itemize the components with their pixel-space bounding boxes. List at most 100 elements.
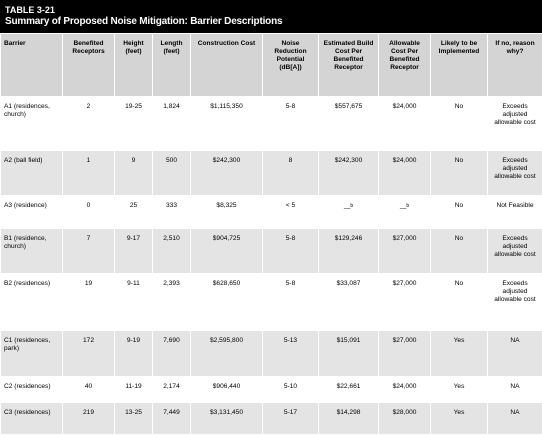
cell: Exceeds adjusted allowable cost xyxy=(487,228,542,274)
header-cell: If no, reason why? xyxy=(487,33,542,97)
cell: $3,131,450 xyxy=(190,402,263,435)
cell: No xyxy=(430,96,488,151)
cell: 25 xyxy=(114,195,153,229)
cell: NA xyxy=(487,402,542,435)
cell: $28,000 xyxy=(378,402,431,435)
cell: 8 xyxy=(262,150,319,196)
cell: 5-8 xyxy=(262,228,319,274)
cell: Exceeds adjusted allowable cost xyxy=(487,150,542,196)
header-cell: Allowable Cost Per Benefited Receptor xyxy=(378,33,431,97)
header-row: Barrier Benefited Receptors Height (feet) L… xyxy=(0,33,542,97)
cell: 7,690 xyxy=(152,330,191,377)
cell: $2,595,800 xyxy=(190,330,263,377)
cell: $242,300 xyxy=(190,150,263,196)
cell: 19-25 xyxy=(114,96,153,151)
cell-text: — xyxy=(399,205,407,213)
cell: 333 xyxy=(152,195,191,229)
cell: 9-17 xyxy=(114,228,153,274)
cell: 2 xyxy=(62,96,115,151)
cell: 500 xyxy=(152,150,191,196)
cell: $24,000 xyxy=(378,150,431,196)
cell: $628,650 xyxy=(190,273,263,331)
cell: $15,091 xyxy=(318,330,379,377)
cell: 5-17 xyxy=(262,402,319,435)
header-cell: Likely to be Implemented xyxy=(430,33,488,97)
cell: 9 xyxy=(114,150,153,196)
table-label: TABLE 3-21 xyxy=(5,5,55,15)
cell: 2,174 xyxy=(152,376,191,403)
cell: 19 xyxy=(62,273,115,331)
table-caption: Summary of Proposed Noise Mitigation: Ba… xyxy=(5,16,283,27)
cell: 11-19 xyxy=(114,376,153,403)
cell: Yes xyxy=(430,376,488,403)
cell: —b xyxy=(378,195,431,229)
header-cell: Length (feet) xyxy=(152,33,191,97)
cell: 1 xyxy=(62,150,115,196)
cell: $27,000 xyxy=(378,273,431,331)
header-cell: Estimated Build Cost Per Benefited Recep… xyxy=(318,33,379,97)
cell: —b xyxy=(318,195,379,229)
row: C1 (residences, park) 172 9-19 7,690 $2,595,… xyxy=(0,330,542,377)
cell: NA xyxy=(487,376,542,403)
cell: 5-8 xyxy=(262,273,319,331)
cell: NA xyxy=(487,330,542,377)
cell: Exceeds adjusted allowable cost xyxy=(487,273,542,331)
row: A2 (ball field) 1 9 500 $242,300 8 $242,300 $24… xyxy=(0,150,542,196)
row: C3 (residences) 219 13-25 7,449 $3,131,450 5-… xyxy=(0,402,542,435)
cell: 219 xyxy=(62,402,115,435)
cell: A2 (ball field) xyxy=(0,150,63,196)
cell: No xyxy=(430,228,488,274)
footnote: b xyxy=(406,203,410,209)
cell: $904,725 xyxy=(190,228,263,274)
cell: $27,000 xyxy=(378,330,431,377)
header-cell: Barrier xyxy=(0,33,63,97)
cell: 1,824 xyxy=(152,96,191,151)
cell: 0 xyxy=(62,195,115,229)
row: B1 (residence, church) 7 9-17 2,510 $904,725… xyxy=(0,228,542,274)
row: A3 (residence) 0 25 333 $8,325 < 5 —b —b No Not F… xyxy=(0,195,542,229)
cell: 5-13 xyxy=(262,330,319,377)
row: B2 (residences) 19 9-11 2,393 $628,650 5-8 $33… xyxy=(0,273,542,331)
cell: No xyxy=(430,150,488,196)
cell-text: — xyxy=(343,205,351,213)
cell: $906,440 xyxy=(190,376,263,403)
cell: 2,393 xyxy=(152,273,191,331)
cell: $557,675 xyxy=(318,96,379,151)
cell: 2,510 xyxy=(152,228,191,274)
cell: 172 xyxy=(62,330,115,377)
table: Barrier Benefited Receptors Height (feet) L… xyxy=(0,33,542,435)
cell: C3 (residences) xyxy=(0,402,63,435)
cell: A1 (residences, church) xyxy=(0,96,63,151)
cell: $129,246 xyxy=(318,228,379,274)
header-cell: Noise Reduction Potential (dB[A]) xyxy=(262,33,319,97)
cell: 9-19 xyxy=(114,330,153,377)
row: C2 (residences) 40 11-19 2,174 $906,440 5-10 $… xyxy=(0,376,542,403)
cell: $1,115,350 xyxy=(190,96,263,151)
cell: C1 (residences, park) xyxy=(0,330,63,377)
footnote: b xyxy=(350,203,354,209)
cell: $22,661 xyxy=(318,376,379,403)
cell: Yes xyxy=(430,330,488,377)
cell: B1 (residence, church) xyxy=(0,228,63,274)
cell: Yes xyxy=(430,402,488,435)
cell: 5-8 xyxy=(262,96,319,151)
cell: 7 xyxy=(62,228,115,274)
row: A1 (residences, church) 2 19-25 1,824 $1,115… xyxy=(0,96,542,151)
cell: $242,300 xyxy=(318,150,379,196)
cell: $14,298 xyxy=(318,402,379,435)
cell: 13-25 xyxy=(114,402,153,435)
cell: Not Feasible xyxy=(487,195,542,229)
cell: No xyxy=(430,273,488,331)
cell: 5-10 xyxy=(262,376,319,403)
header-cell: Construction Cost xyxy=(190,33,263,97)
cell: $27,000 xyxy=(378,228,431,274)
cell: $24,000 xyxy=(378,96,431,151)
cell: No xyxy=(430,195,488,229)
cell: 40 xyxy=(62,376,115,403)
title-bar: TABLE 3-21 Summary of Proposed Noise Mit… xyxy=(0,0,542,33)
header-cell: Benefited Receptors xyxy=(62,33,115,97)
cell: $8,325 xyxy=(190,195,263,229)
cell: $33,087 xyxy=(318,273,379,331)
cell: A3 (residence) xyxy=(0,195,63,229)
